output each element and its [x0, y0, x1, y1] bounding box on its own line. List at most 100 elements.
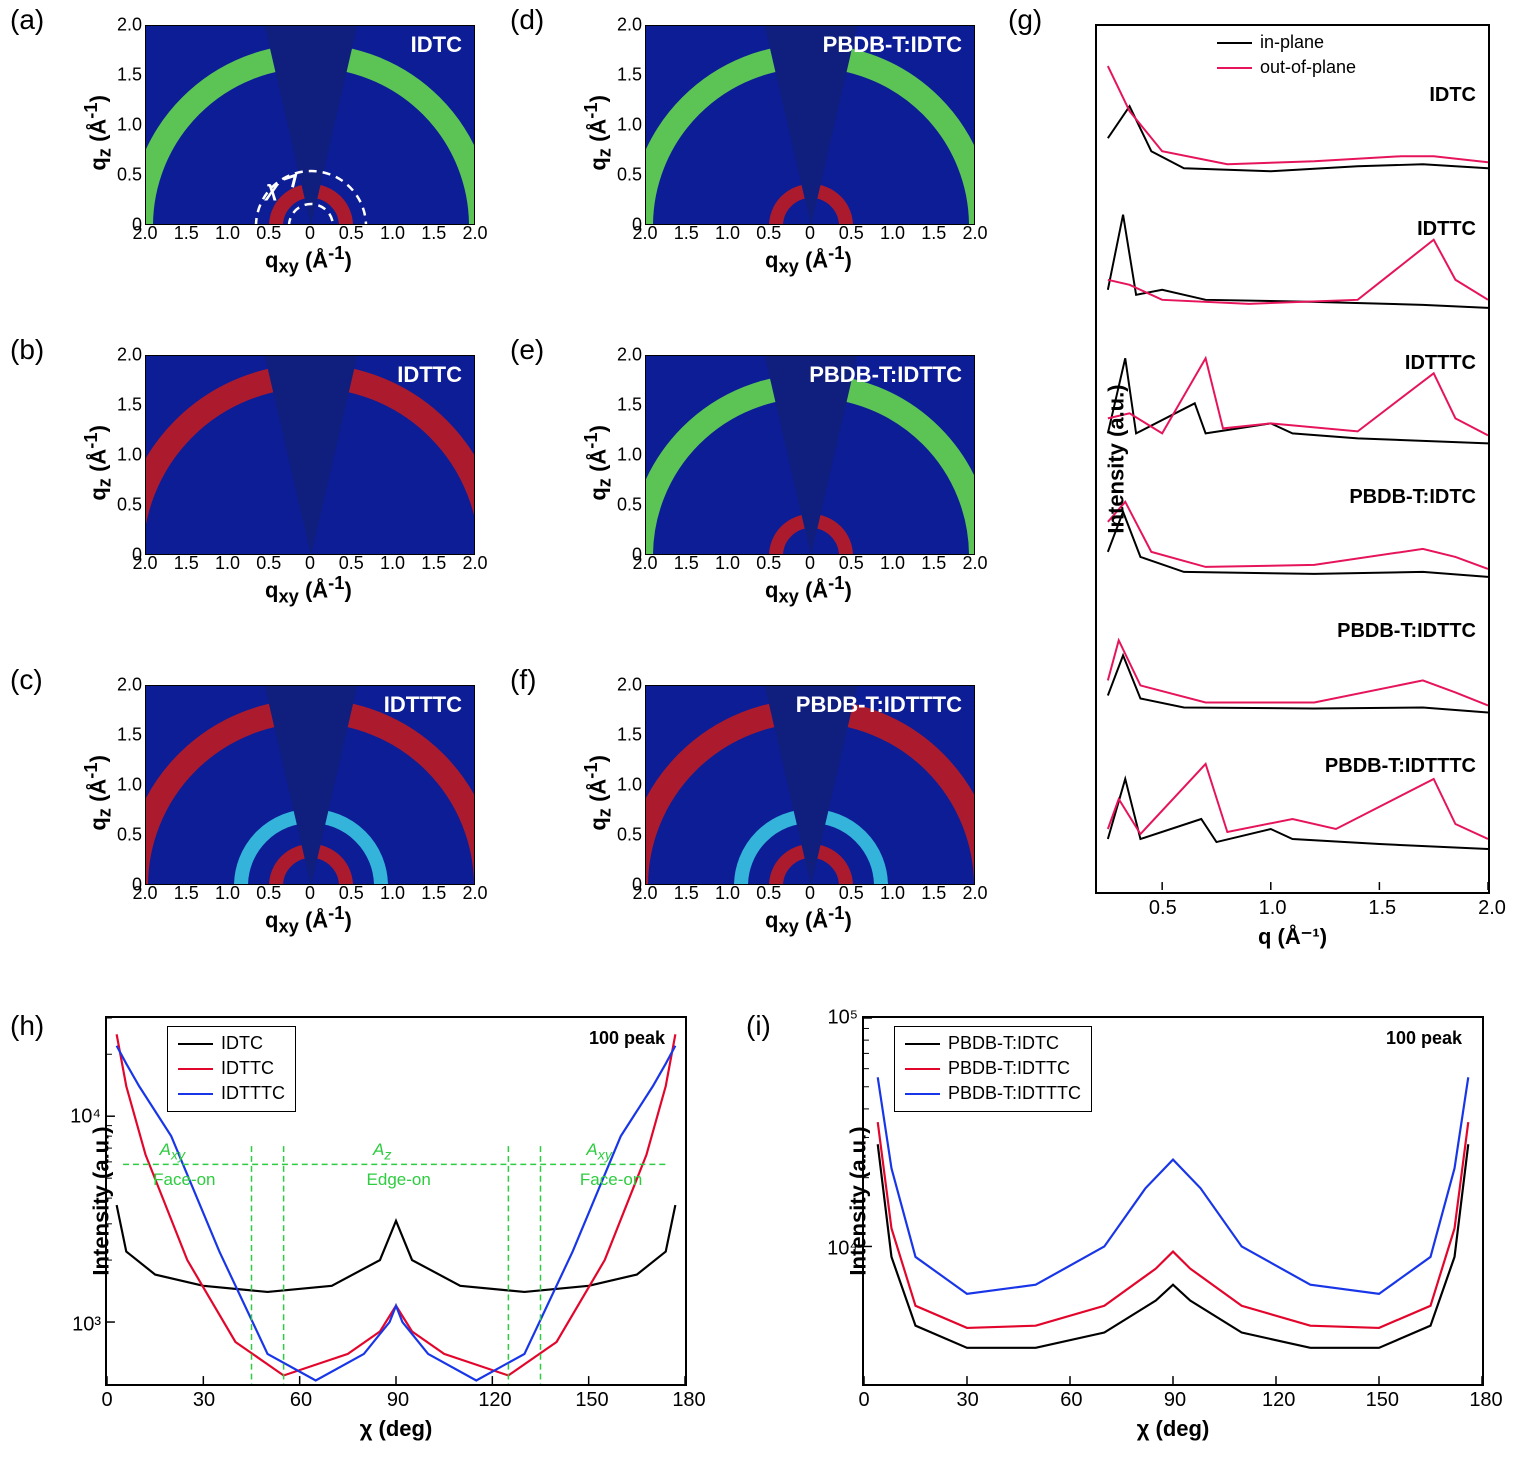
ylabel: qz (Å-1)	[580, 755, 616, 831]
giwaxs-d: PBDB-T:IDTC00.51.01.52.02.01.51.00.500.5…	[580, 20, 980, 280]
legend-item: out-of-plane	[1217, 55, 1487, 80]
xtick: 1.5	[421, 553, 446, 574]
xtick: 1.0	[215, 553, 240, 574]
xtick: 0.5	[256, 883, 281, 904]
xtick: 1.5	[921, 883, 946, 904]
panel-g: in-plane out-of-plane IDTCIDTTCIDTTTCPBD…	[1095, 24, 1490, 894]
xtick: 2.0	[962, 223, 987, 244]
xtick: 1.5	[174, 223, 199, 244]
ytick: 10⁵	[808, 1007, 858, 1030]
heatmap-area: PBDB-T:IDTTC	[645, 355, 975, 555]
xtick: 0.5	[756, 553, 781, 574]
ytick: 2.0	[610, 345, 642, 366]
legend-line	[905, 1068, 940, 1070]
trace-label: IDTC	[1429, 84, 1476, 107]
xtick: 1.5	[421, 223, 446, 244]
ytick: 1.5	[610, 65, 642, 86]
trace-label: PBDB-T:IDTTC	[1337, 620, 1476, 643]
giwaxs-c: IDTTTC00.51.01.52.02.01.51.00.500.51.01.…	[80, 680, 480, 940]
ylabel: qz (Å-1)	[80, 95, 116, 171]
legend-item: PBDB-T:IDTTC	[905, 1056, 1081, 1081]
xtick: 30	[193, 1389, 215, 1412]
ytick: 2.0	[110, 345, 142, 366]
panel-g-plot: in-plane out-of-plane IDTCIDTTCIDTTTCPBD…	[1095, 24, 1490, 894]
legend-label: IDTTC	[221, 1056, 274, 1081]
xtick: 2.0	[1478, 897, 1506, 920]
panel-i: 100 peak PBDB-T:IDTC PBDB-T:IDTTC PBDB-T…	[862, 1016, 1484, 1386]
legend-label: IDTC	[221, 1031, 263, 1056]
xtick: 0	[805, 223, 815, 244]
sample-label: IDTTTC	[384, 692, 462, 718]
ytick: 1.5	[110, 65, 142, 86]
xtick: 2.0	[462, 883, 487, 904]
legend-line	[905, 1043, 940, 1045]
panel-e-label: (e)	[510, 334, 544, 366]
xtick: 0.5	[839, 223, 864, 244]
xtick: 0.5	[339, 553, 364, 574]
xtick: 0	[305, 883, 315, 904]
giwaxs-a: χIDTC00.51.01.52.02.01.51.00.500.51.01.5…	[80, 20, 480, 280]
xtick: 0	[305, 553, 315, 574]
xtick: 0	[858, 1389, 869, 1412]
trace-label: IDTTTC	[1405, 352, 1476, 375]
xtick: 180	[672, 1389, 705, 1412]
panel-g-xlabel: q (Å⁻¹)	[1258, 924, 1327, 950]
xtick: 0.5	[839, 553, 864, 574]
xtick: 0	[305, 223, 315, 244]
xtick: 0	[805, 553, 815, 574]
xtick: 120	[478, 1389, 511, 1412]
xtick: 150	[575, 1389, 608, 1412]
xlabel: qxy (Å-1)	[265, 242, 352, 278]
region-label: Face-on	[153, 1170, 215, 1190]
panel-i-title: 100 peak	[1386, 1028, 1462, 1049]
xtick: 0.5	[756, 223, 781, 244]
xtick: 2.0	[462, 223, 487, 244]
xtick: 1.0	[380, 883, 405, 904]
legend-line	[178, 1093, 213, 1095]
ytick: 10⁴	[51, 1106, 101, 1129]
ytick: 2.0	[110, 675, 142, 696]
legend-label: in-plane	[1260, 30, 1324, 55]
region-label: Face-on	[580, 1170, 642, 1190]
region-label: Axy	[586, 1140, 612, 1163]
heatmap-area: IDTTC	[145, 355, 475, 555]
xtick: 0.5	[256, 223, 281, 244]
panel-b-label: (b)	[10, 334, 44, 366]
xtick: 0.5	[1149, 897, 1177, 920]
ytick: 10³	[51, 1314, 101, 1337]
xtick: 1.0	[380, 223, 405, 244]
xlabel: qxy (Å-1)	[765, 902, 852, 938]
trace-label: PBDB-T:IDTC	[1349, 486, 1476, 509]
panel-h-xlabel: χ (deg)	[360, 1416, 433, 1442]
svg-text:χ: χ	[264, 176, 280, 201]
heatmap-area: PBDB-T:IDTTTC	[645, 685, 975, 885]
panel-i-legend: PBDB-T:IDTC PBDB-T:IDTTC PBDB-T:IDTTTC	[894, 1026, 1092, 1112]
xlabel: qxy (Å-1)	[765, 572, 852, 608]
legend-line-ip	[1217, 42, 1252, 44]
panel-g-label: (g)	[1008, 4, 1042, 36]
ylabel: qz (Å-1)	[580, 95, 616, 171]
xtick: 1.0	[215, 883, 240, 904]
legend-label: out-of-plane	[1260, 55, 1356, 80]
xtick: 2.0	[632, 883, 657, 904]
xlabel: qxy (Å-1)	[265, 902, 352, 938]
xtick: 0	[101, 1389, 112, 1412]
panel-i-plot: 100 peak PBDB-T:IDTC PBDB-T:IDTTC PBDB-T…	[862, 1016, 1484, 1386]
ytick: 1.5	[610, 725, 642, 746]
ytick: 1.5	[110, 725, 142, 746]
legend-item: IDTC	[178, 1031, 285, 1056]
panel-i-ylabel: Intensity (a.u.)	[846, 1126, 872, 1275]
xtick: 90	[1164, 1389, 1186, 1412]
xtick: 1.5	[674, 883, 699, 904]
heatmap-area: PBDB-T:IDTC	[645, 25, 975, 225]
giwaxs-b: IDTTC00.51.01.52.02.01.51.00.500.51.01.5…	[80, 350, 480, 610]
panel-c-label: (c)	[10, 664, 43, 696]
legend-item: PBDB-T:IDTTTC	[905, 1081, 1081, 1106]
panel-d-label: (d)	[510, 4, 544, 36]
ylabel: qz (Å-1)	[80, 425, 116, 501]
legend-label: PBDB-T:IDTTC	[948, 1056, 1070, 1081]
legend-item: PBDB-T:IDTC	[905, 1031, 1081, 1056]
xtick: 1.5	[174, 883, 199, 904]
giwaxs-e: PBDB-T:IDTTC00.51.01.52.02.01.51.00.500.…	[580, 350, 980, 610]
sample-label: IDTC	[411, 32, 462, 58]
